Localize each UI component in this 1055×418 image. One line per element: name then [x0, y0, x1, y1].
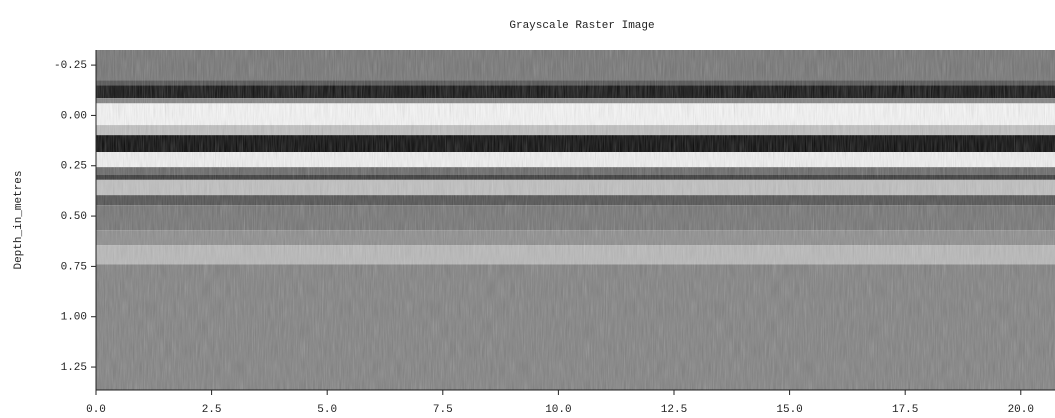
x-tick-label: 10.0 [545, 404, 571, 416]
x-tick-label: 2.5 [202, 404, 222, 416]
chart-title: Grayscale Raster Image [509, 20, 654, 32]
y-tick-label: 0.25 [61, 161, 87, 173]
x-tick-label: 20.0 [1008, 404, 1034, 416]
texture [96, 50, 1055, 390]
x-tick-label: 15.0 [776, 404, 802, 416]
x-tick-label: 0.0 [86, 404, 106, 416]
x-tick-label: 7.5 [433, 404, 453, 416]
y-tick-label: 0.50 [61, 211, 87, 223]
y-tick-label: -0.25 [54, 60, 87, 72]
y-axis-label: Depth_in_metres [13, 170, 25, 269]
x-tick-label: 17.5 [892, 404, 918, 416]
y-tick-label: 1.00 [61, 312, 87, 324]
x-tick-label: 5.0 [317, 404, 337, 416]
x-tick-label: 12.5 [661, 404, 687, 416]
y-tick-label: 0.75 [61, 261, 87, 273]
y-tick-label: 0.00 [61, 110, 87, 122]
y-tick-label: 1.25 [61, 362, 87, 374]
